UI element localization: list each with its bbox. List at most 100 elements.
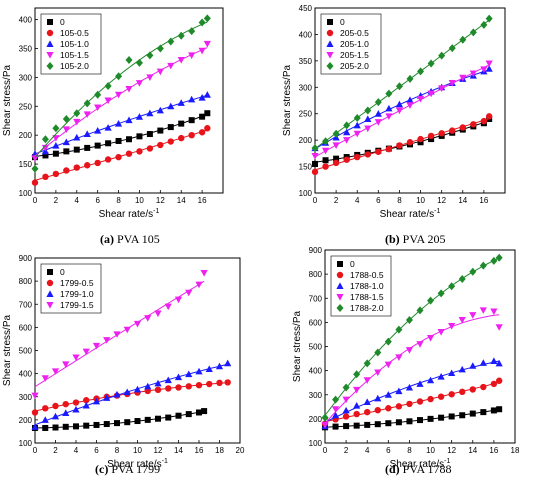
series-0 bbox=[32, 110, 211, 161]
data-point bbox=[146, 109, 154, 117]
data-point bbox=[52, 135, 60, 142]
y-tick-label: 200 bbox=[19, 416, 33, 425]
data-point bbox=[73, 146, 80, 153]
data-point bbox=[41, 135, 49, 144]
legend-label: 1799-0.5 bbox=[60, 278, 94, 288]
data-point bbox=[82, 348, 90, 356]
data-point bbox=[353, 386, 361, 394]
legend-label: 205-0.5 bbox=[340, 28, 369, 38]
data-point bbox=[157, 127, 164, 134]
x-tick-label: 0 bbox=[313, 196, 318, 205]
legend-marker bbox=[46, 279, 54, 287]
x-tick-label: 6 bbox=[95, 196, 100, 205]
data-point bbox=[73, 133, 81, 141]
legend-marker bbox=[46, 290, 54, 297]
data-point bbox=[427, 296, 435, 305]
data-point bbox=[417, 135, 424, 143]
data-point bbox=[479, 307, 487, 314]
x-tick-label: 12 bbox=[156, 196, 165, 205]
chart-panel-3: 0 2 4 6 8 10 12 14 16 18 100 200 300 400 500 600 700 800 9… bbox=[292, 246, 520, 470]
data-point bbox=[94, 104, 102, 112]
y-tick-label: 300 bbox=[299, 83, 313, 92]
data-point bbox=[374, 98, 382, 107]
legend-marker bbox=[46, 52, 54, 59]
series-105-0.5 bbox=[31, 125, 211, 186]
data-point bbox=[215, 362, 224, 370]
data-point bbox=[198, 47, 206, 55]
x-tick-label: 2 bbox=[53, 446, 58, 455]
x-tick-label: 18 bbox=[511, 446, 520, 455]
data-point bbox=[495, 377, 503, 384]
data-point bbox=[31, 155, 39, 162]
data-point bbox=[51, 412, 60, 420]
data-point bbox=[416, 306, 424, 315]
caption-c-text: PVA 1799 bbox=[111, 462, 161, 476]
x-tick-label: 16 bbox=[195, 446, 204, 455]
data-point bbox=[144, 416, 151, 423]
data-point bbox=[94, 142, 101, 149]
data-point bbox=[395, 82, 403, 91]
data-point bbox=[114, 420, 120, 427]
data-point bbox=[123, 326, 131, 334]
series-0 bbox=[312, 116, 493, 167]
data-point bbox=[458, 316, 466, 324]
data-point bbox=[333, 155, 340, 162]
data-point bbox=[115, 137, 122, 144]
fit-line bbox=[324, 314, 500, 424]
legend-marker bbox=[326, 62, 334, 70]
data-point bbox=[449, 127, 456, 134]
legend-label: 0 bbox=[60, 267, 65, 277]
data-point bbox=[114, 120, 123, 127]
data-point bbox=[437, 289, 445, 298]
legend-label: 0 bbox=[350, 259, 355, 269]
data-point bbox=[343, 156, 350, 163]
data-point bbox=[185, 370, 193, 378]
x-tick-label: 14 bbox=[174, 446, 183, 455]
data-point bbox=[174, 296, 183, 304]
series-205-2.0 bbox=[311, 14, 493, 153]
legend-label: 1799-1.0 bbox=[60, 289, 94, 299]
data-point bbox=[146, 74, 154, 81]
data-point bbox=[426, 376, 435, 384]
data-point bbox=[62, 138, 70, 146]
data-point bbox=[469, 386, 476, 393]
data-point bbox=[448, 391, 455, 398]
data-point bbox=[485, 60, 493, 68]
legend-marker bbox=[46, 29, 54, 37]
data-point bbox=[332, 395, 340, 404]
data-point bbox=[364, 125, 372, 133]
data-point bbox=[144, 387, 151, 395]
data-point bbox=[31, 392, 39, 400]
x-tick-label: 16 bbox=[198, 196, 207, 205]
data-point bbox=[103, 337, 111, 344]
data-point bbox=[469, 312, 477, 319]
data-point bbox=[490, 256, 498, 265]
x-axis-label: Shear rate/s-1 bbox=[390, 458, 451, 470]
x-tick-label: 6 bbox=[94, 446, 99, 455]
data-point bbox=[395, 403, 403, 410]
data-point bbox=[480, 66, 488, 73]
data-point bbox=[146, 131, 153, 138]
data-point bbox=[196, 409, 202, 416]
data-point bbox=[384, 391, 392, 398]
data-point bbox=[490, 357, 498, 364]
data-point bbox=[62, 361, 70, 368]
data-point bbox=[83, 397, 90, 404]
legend-marker bbox=[336, 294, 344, 301]
data-point bbox=[136, 148, 143, 155]
y-tick-label: 300 bbox=[309, 391, 323, 400]
data-point bbox=[495, 359, 503, 367]
x-tick-label: 0 bbox=[33, 196, 38, 205]
data-point bbox=[195, 367, 203, 375]
data-point bbox=[448, 413, 455, 420]
data-point bbox=[459, 124, 466, 131]
data-point bbox=[353, 113, 361, 122]
data-point bbox=[469, 28, 477, 37]
chart-panel-2: 0 2 4 6 8 10 12 14 16 18 20 100 200 300 400 500 600 700 80… bbox=[2, 254, 245, 470]
data-point bbox=[155, 415, 161, 422]
data-point bbox=[42, 173, 49, 181]
x-tick-label: 4 bbox=[365, 446, 370, 455]
data-point bbox=[448, 322, 456, 330]
legend-label: 205-1.5 bbox=[340, 50, 369, 60]
